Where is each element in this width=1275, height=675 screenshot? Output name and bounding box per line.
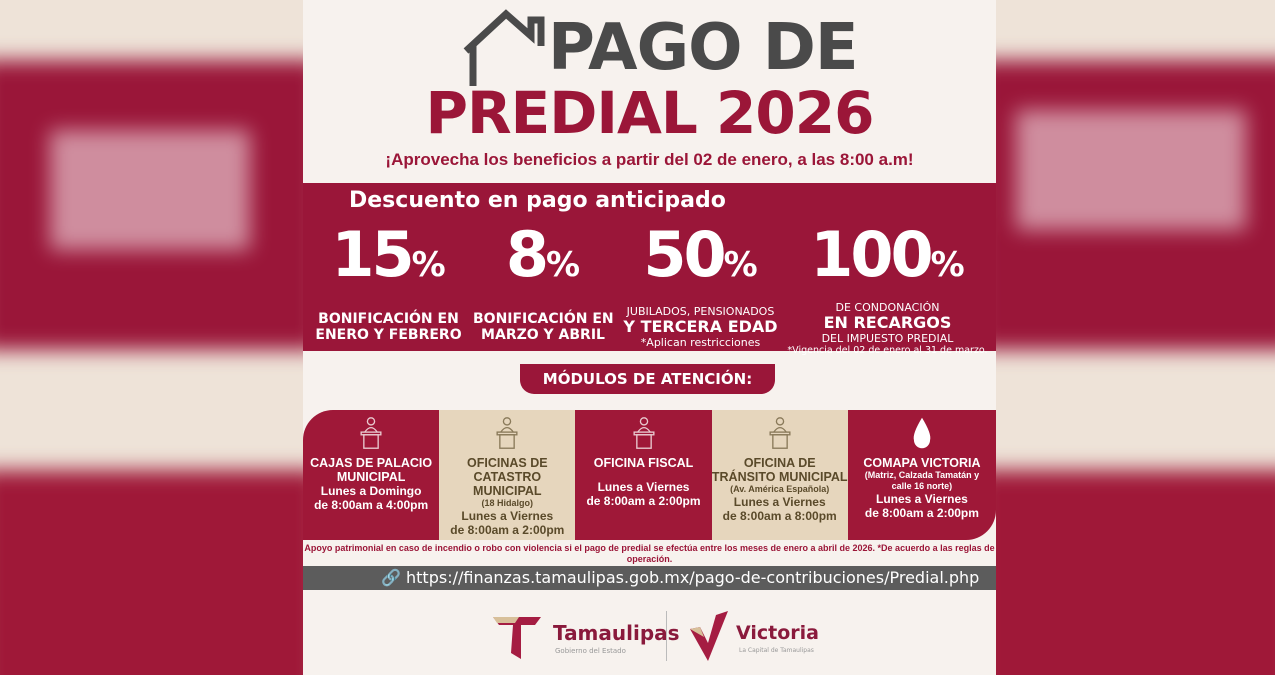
discount-unit: % [411, 245, 446, 285]
house-icon [463, 9, 545, 86]
tamaulipas-subtitle: Gobierno del Estado [555, 647, 626, 655]
module-fiscal: OFICINA FISCAL Lunes a Viernes de 8:00am a… [575, 410, 712, 540]
discount-line2: EN RECARGOS [823, 313, 952, 332]
discount-line1: BONIFICACIÓN EN [473, 311, 614, 327]
discount-note: *Vigencia del 02 de enero al 31 de marzo… [787, 345, 988, 356]
module-hours-days: Lunes a Viernes [733, 495, 826, 509]
victoria-logo-icon [690, 611, 728, 661]
discount-value: 15 [331, 218, 414, 291]
module-address: (18 Hidalgo) [481, 498, 534, 508]
module-catastro: OFICINAS DE CATASTRO MUNICIPAL (18 Hidalg… [439, 410, 576, 540]
module-hours-time: de 8:00am a 8:00pm [722, 509, 837, 523]
module-name: OFICINA DE TRÁNSITO MUNICIPAL [711, 456, 848, 484]
discount-band: Descuento en pago anticipado 15% BONIFIC… [303, 183, 996, 356]
blurred-background-left [0, 0, 303, 675]
module-palacio: CAJAS DE PALACIO MUNICIPAL Lunes a Doming… [303, 410, 440, 540]
modules-label: MÓDULOS DE ATENCIÓN: [520, 364, 775, 394]
discount-line1: DE CONDONACIÓN [835, 301, 940, 314]
subtitle: ¡Aprovecha los beneficios a partir del 0… [385, 150, 914, 169]
module-hours-days: Lunes a Viernes [597, 480, 690, 494]
discount-line2: ENERO Y FEBRERO [315, 327, 462, 343]
discount-note: *Aplican restricciones [640, 336, 761, 349]
discount-heading: Descuento en pago anticipado [349, 188, 726, 213]
discount-unit: % [546, 245, 581, 285]
discount-line1: JUBILADOS, PENSIONADOS [626, 305, 775, 318]
module-hours-days: Lunes a Viernes [876, 492, 968, 506]
module-address: (Av. América Española) [730, 484, 830, 494]
module-hours-time: de 8:00am a 2:00pm [586, 494, 701, 508]
discount-50: 50% JUBILADOS, PENSIONADOS Y TERCERA EDA… [618, 218, 783, 350]
discount-value: 50 [643, 218, 726, 291]
victoria-subtitle: La Capital de Tamaulipas [739, 647, 814, 654]
module-hours-time: de 8:00am a 2:00pm [864, 506, 979, 520]
desk-person-icon [496, 417, 518, 449]
module-transito: OFICINA DE TRÁNSITO MUNICIPAL (Av. Améric… [711, 410, 848, 540]
discount-15: 15% BONIFICACIÓN EN ENERO Y FEBRERO [311, 218, 466, 344]
logos: Tamaulipas Gobierno del Estado Victoria … [303, 605, 996, 667]
discount-unit: % [930, 245, 965, 285]
module-name: COMAPA VICTORIA [863, 456, 981, 470]
victoria-name: Victoria [736, 622, 819, 644]
url-bar[interactable]: 🔗 https://finanzas.tamaulipas.gob.mx/pag… [303, 566, 996, 590]
desk-person-icon [769, 417, 791, 449]
link-icon: 🔗 [381, 568, 407, 587]
discount-line2: Y TERCERA EDAD [623, 317, 778, 336]
discount-unit: % [723, 245, 758, 285]
water-drop-icon [913, 417, 931, 449]
tamaulipas-logo-icon [493, 617, 541, 659]
discount-line3: DEL IMPUESTO PREDIAL [821, 332, 954, 345]
modules-list: CAJAS DE PALACIO MUNICIPAL Lunes a Doming… [303, 410, 996, 540]
url-link[interactable]: https://finanzas.tamaulipas.gob.mx/pago-… [406, 568, 980, 587]
module-hours-days: Lunes a Viernes [461, 509, 554, 523]
module-hours-time: de 8:00am a 2:00pm [450, 523, 565, 537]
module-hours-days: Lunes a Domingo [320, 484, 422, 498]
discount-line1: BONIFICACIÓN EN [318, 311, 459, 327]
discount-8: 8% BONIFICACIÓN EN MARZO Y ABRIL [473, 218, 614, 344]
module-comapa: COMAPA VICTORIA (Matriz, Calzada Tamatán … [847, 410, 996, 540]
desk-person-icon [632, 417, 655, 449]
footnote: Apoyo patrimonial en caso de incendio o … [304, 543, 995, 564]
poster: PAGO DE PREDIAL 2026 ¡Aprovecha los bene… [303, 0, 996, 675]
title-line1: PAGO DE [548, 11, 859, 85]
module-hours-time: de 8:00am a 4:00pm [314, 498, 429, 512]
desk-person-icon [360, 417, 382, 449]
discount-value: 100 [810, 218, 933, 291]
title-line2: PREDIAL 2026 [425, 79, 875, 147]
module-name: OFICINA FISCAL [593, 456, 694, 470]
module-address: (Matriz, Calzada Tamatán y calle 16 nort… [864, 470, 980, 491]
logo-divider [666, 611, 667, 661]
discount-line2: MARZO Y ABRIL [481, 327, 605, 343]
module-name: OFICINAS DE CATASTRO MUNICIPAL [467, 456, 548, 498]
module-name: CAJAS DE PALACIO MUNICIPAL [310, 456, 433, 484]
tamaulipas-name: Tamaulipas [553, 621, 680, 645]
blurred-background-right [996, 0, 1275, 675]
discount-100: 100% DE CONDONACIÓN EN RECARGOS DEL IMPU… [785, 219, 990, 357]
discount-value: 8 [505, 218, 549, 291]
